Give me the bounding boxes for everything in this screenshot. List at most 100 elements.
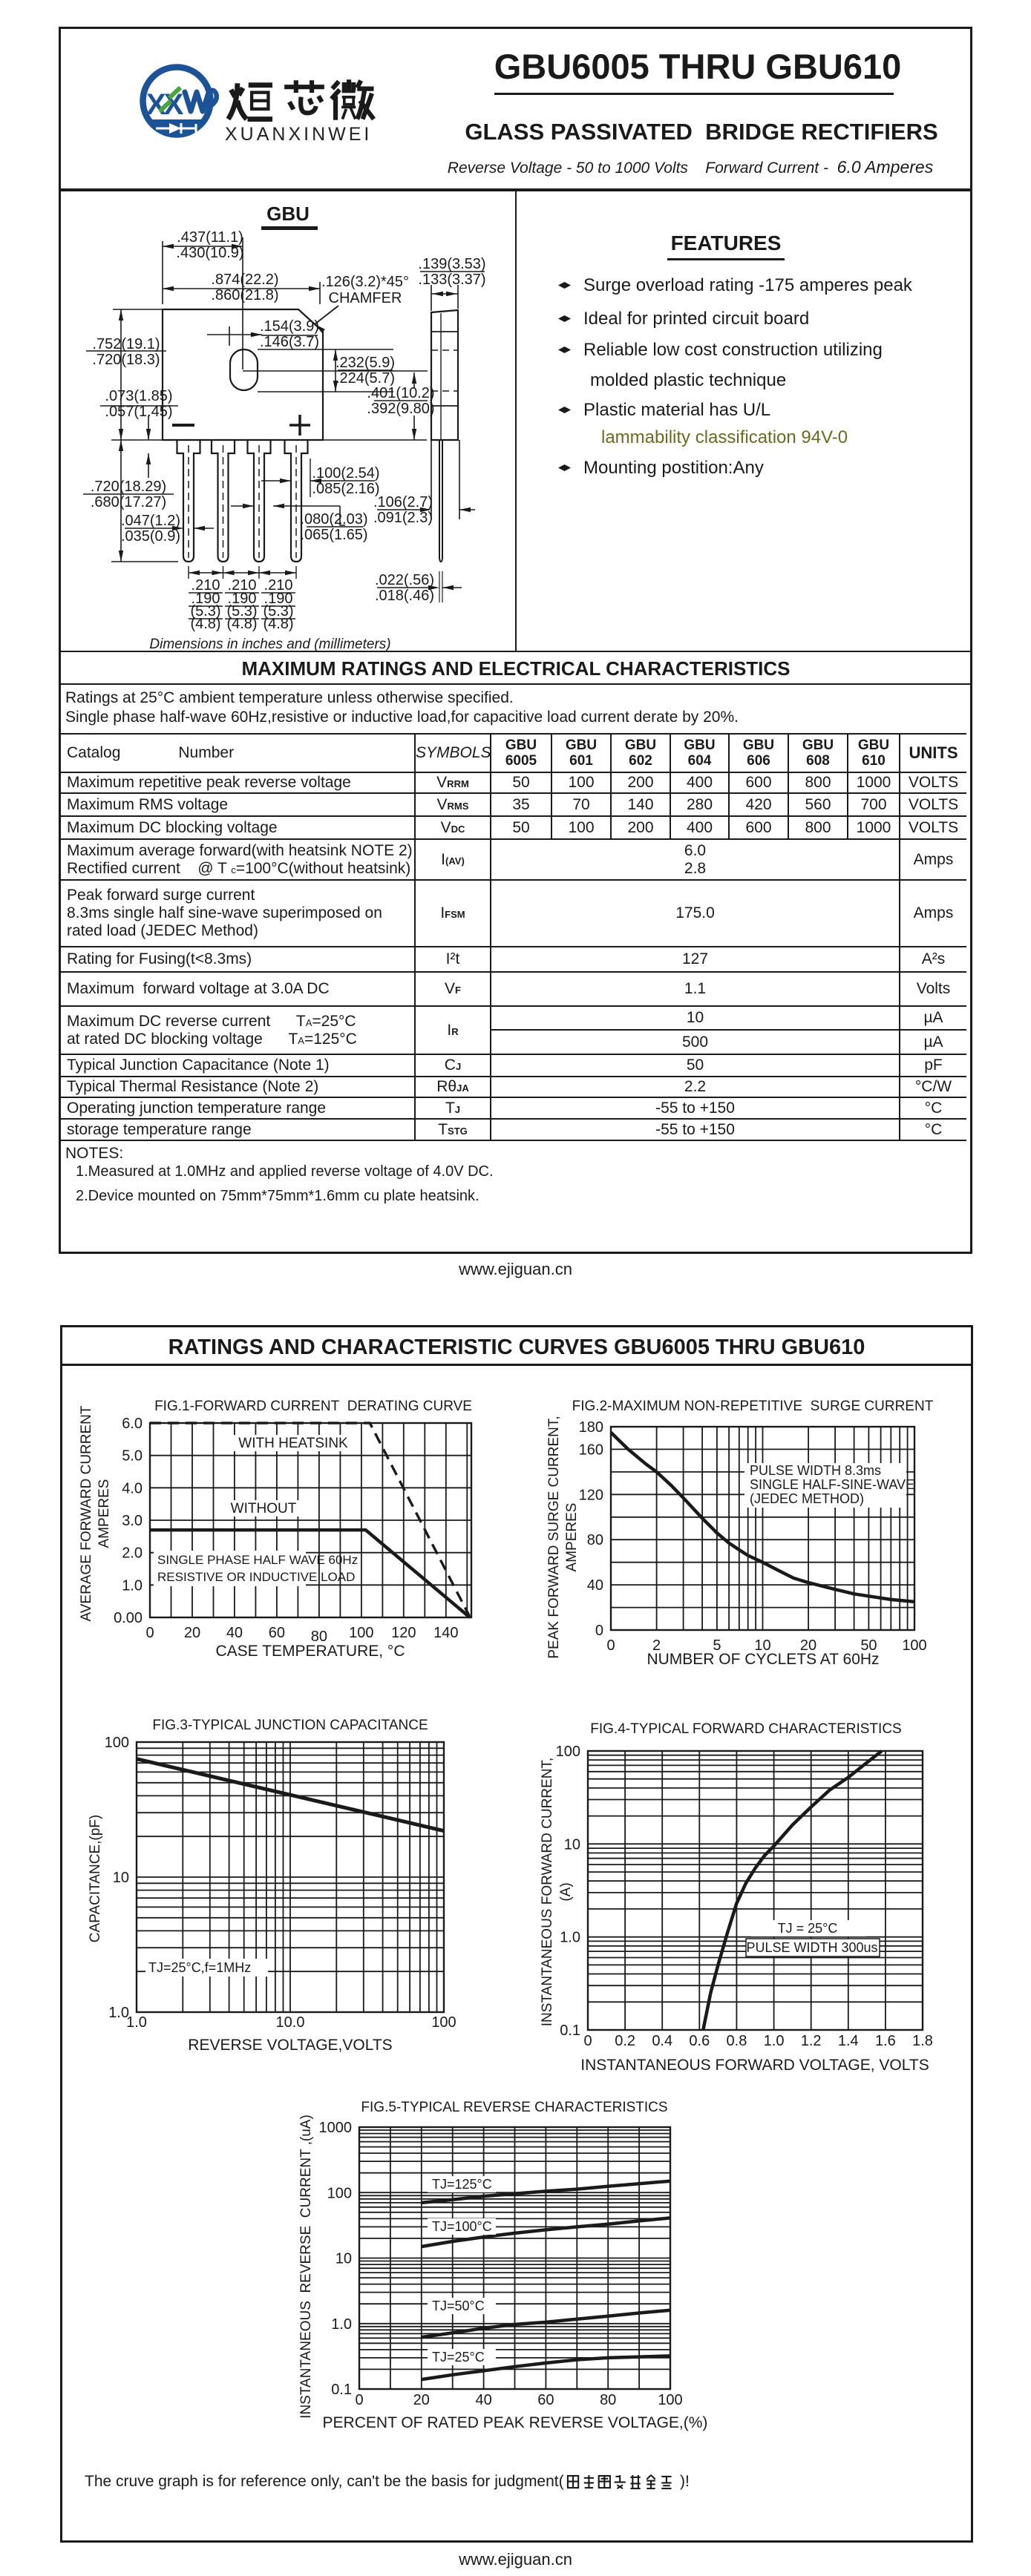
svg-text:160: 160: [579, 1442, 603, 1458]
svg-text:TJ=50°C: TJ=50°C: [432, 2299, 485, 2313]
svg-text:10: 10: [564, 1836, 580, 1853]
svg-text:4.0: 4.0: [122, 1480, 143, 1496]
svg-text:.392(9.80): .392(9.80): [367, 401, 434, 417]
svg-text:80: 80: [600, 2392, 616, 2408]
svg-text:.210: .210: [228, 577, 257, 594]
svg-text:.133(3.37): .133(3.37): [418, 272, 485, 288]
svg-text:100: 100: [431, 2014, 456, 2031]
svg-text:.190: .190: [264, 591, 293, 607]
svg-text:120: 120: [391, 1625, 416, 1641]
svg-text:1.4: 1.4: [838, 2033, 859, 2049]
svg-text:.073(1.85): .073(1.85): [105, 388, 172, 404]
svg-text:.146(3.7): .146(3.7): [260, 334, 319, 350]
svg-text:FIG.5-TYPICAL REVERSE CHARACTE: FIG.5-TYPICAL REVERSE CHARACTERISTICS: [361, 2100, 667, 2115]
svg-text:FIG.3-TYPICAL JUNCTION CAPACIT: FIG.3-TYPICAL JUNCTION CAPACITANCE: [152, 1718, 428, 1733]
svg-text:WITHOUT: WITHOUT: [231, 1501, 297, 1517]
svg-text:(4.8): (4.8): [226, 616, 257, 632]
svg-text:TJ=100°C: TJ=100°C: [432, 2219, 492, 2234]
svg-text:10.0: 10.0: [276, 2014, 305, 2031]
svg-text:100: 100: [105, 1735, 129, 1751]
svg-text:100: 100: [556, 1744, 580, 1760]
svg-text:CAPACITANCE,(pF): CAPACITANCE,(pF): [88, 1815, 103, 1942]
svg-text:0.8: 0.8: [727, 2033, 747, 2049]
svg-text:0.1: 0.1: [560, 2023, 580, 2039]
svg-text:(5.3): (5.3): [263, 603, 293, 620]
svg-text:PULSE WIDTH 300us: PULSE WIDTH 300us: [746, 1940, 877, 1955]
svg-text:60: 60: [537, 2392, 554, 2408]
svg-text:SINGLE HALF-SINE-WAVE: SINGLE HALF-SINE-WAVE: [750, 1477, 914, 1492]
svg-text:40: 40: [226, 1625, 243, 1641]
svg-text:1.6: 1.6: [875, 2033, 896, 2049]
svg-text:AMPERES: AMPERES: [96, 1479, 112, 1548]
svg-text:(4.8): (4.8): [190, 616, 220, 632]
svg-text:0: 0: [595, 1623, 603, 1639]
svg-text:.752(19.1): .752(19.1): [92, 336, 160, 352]
svg-text:1.8: 1.8: [912, 2033, 933, 2049]
svg-text:0: 0: [145, 1625, 154, 1641]
svg-text:INSTANTANEOUS FORWARD CURRENT,: INSTANTANEOUS FORWARD CURRENT,: [540, 1758, 555, 2026]
svg-text:0.2: 0.2: [615, 2033, 635, 2049]
svg-text:1.0: 1.0: [560, 1930, 580, 1946]
svg-text:.210: .210: [192, 577, 220, 594]
svg-text:80: 80: [587, 1532, 603, 1548]
svg-text:0.00: 0.00: [114, 1610, 143, 1626]
svg-text:Dimensions in inches and (mill: Dimensions in inches and (millimeters): [149, 637, 390, 652]
svg-text:(5.3): (5.3): [190, 603, 220, 620]
svg-text:REVERSE VOLTAGE,VOLTS: REVERSE VOLTAGE,VOLTS: [188, 2037, 392, 2054]
svg-text:.100(2.54): .100(2.54): [312, 465, 379, 482]
svg-text:TJ=25°C: TJ=25°C: [432, 2350, 485, 2365]
svg-text:100: 100: [658, 2392, 682, 2408]
svg-text:.720(18.29): .720(18.29): [91, 479, 166, 495]
svg-text:(A): (A): [558, 1882, 574, 1901]
svg-text:PEAK FORWARD SURGE CURRENT,: PEAK FORWARD SURGE CURRENT,: [546, 1416, 562, 1658]
svg-text:.874(22.2): .874(22.2): [211, 272, 278, 288]
svg-text:0.4: 0.4: [652, 2033, 672, 2049]
svg-text:0: 0: [583, 2033, 592, 2049]
svg-text:6.0: 6.0: [122, 1416, 143, 1432]
svg-text:1.0: 1.0: [331, 2316, 352, 2333]
svg-text:TJ = 25°C: TJ = 25°C: [778, 1921, 838, 1936]
svg-text:20: 20: [413, 2392, 430, 2408]
svg-text:.190: .190: [228, 591, 257, 607]
svg-text:.680(17.27): .680(17.27): [91, 494, 166, 510]
svg-text:1.0: 1.0: [108, 2005, 129, 2021]
svg-text:1.0: 1.0: [122, 1577, 143, 1594]
svg-text:100: 100: [327, 2185, 352, 2201]
svg-text:.057(1.45): .057(1.45): [105, 404, 172, 420]
svg-text:2.0: 2.0: [122, 1545, 143, 1562]
svg-text:20: 20: [800, 1637, 816, 1654]
svg-text:NUMBER OF CYCLETS AT 60Hz: NUMBER OF CYCLETS AT 60Hz: [647, 1651, 879, 1668]
svg-text:INSTANTANEOUS REVERSE CURREN: INSTANTANEOUS REVERSE CURRENT ,(uA): [298, 2115, 314, 2419]
svg-text:140: 140: [433, 1625, 458, 1641]
svg-text:RESISTIVE OR INDUCTIVE LOAD: RESISTIVE OR INDUCTIVE LOAD: [157, 1570, 355, 1584]
svg-text:.720(18.3): .720(18.3): [92, 352, 160, 368]
svg-text:(JEDEC METHOD): (JEDEC METHOD): [750, 1491, 864, 1506]
svg-text:10: 10: [336, 2251, 352, 2267]
svg-text:100: 100: [902, 1637, 926, 1654]
svg-text:AMPERES: AMPERES: [564, 1503, 580, 1572]
svg-text:.126(3.2)*45°: .126(3.2)*45°: [321, 274, 409, 290]
svg-text:.022(.56): .022(.56): [375, 572, 434, 588]
svg-text:2: 2: [652, 1637, 661, 1654]
svg-text:.047(1.2): .047(1.2): [121, 513, 180, 529]
svg-text:PULSE WIDTH 8.3ms: PULSE WIDTH 8.3ms: [750, 1463, 881, 1478]
svg-text:.065(1.65): .065(1.65): [300, 527, 367, 543]
svg-text:1000: 1000: [319, 2120, 353, 2136]
svg-text:GBU: GBU: [266, 203, 310, 225]
svg-text:TJ=25°C,f=1MHz: TJ=25°C,f=1MHz: [148, 1960, 251, 1975]
svg-text:180: 180: [579, 1419, 603, 1436]
svg-text:50: 50: [860, 1637, 877, 1654]
svg-text:120: 120: [579, 1487, 603, 1503]
svg-text:CASE TEMPERATURE, °C: CASE TEMPERATURE, °C: [216, 1643, 405, 1660]
svg-text:0: 0: [606, 1637, 615, 1654]
svg-text:0.1: 0.1: [331, 2382, 352, 2398]
svg-text:SINGLE PHASE HALF WAVE 60Hz: SINGLE PHASE HALF WAVE 60Hz: [157, 1553, 358, 1567]
svg-text:40: 40: [475, 2392, 491, 2408]
svg-text:3.0: 3.0: [122, 1513, 143, 1529]
svg-text:(5.3): (5.3): [226, 603, 257, 620]
svg-text:.232(5.9): .232(5.9): [336, 355, 395, 371]
svg-text:.139(3.53): .139(3.53): [418, 256, 485, 272]
svg-text:.190: .190: [192, 591, 220, 607]
svg-text:0.6: 0.6: [689, 2033, 710, 2049]
svg-text:.035(0.9): .035(0.9): [121, 528, 180, 545]
